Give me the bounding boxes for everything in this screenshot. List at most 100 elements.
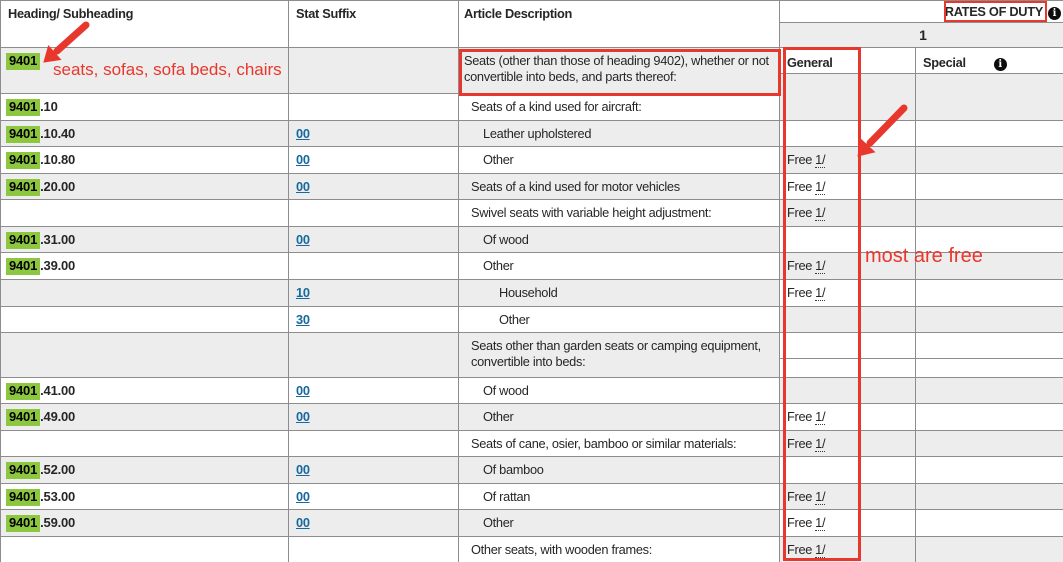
heading-cell: 9401.10.40 xyxy=(0,120,289,147)
special-rate-cell xyxy=(915,483,1063,510)
duty-rate: Free xyxy=(787,179,813,194)
heading-highlight: 9401 xyxy=(6,515,41,532)
heading-cell: 9401.10.80 xyxy=(0,146,289,174)
stat-suffix-link[interactable]: 00 xyxy=(296,179,310,194)
stat-suffix-link[interactable]: 00 xyxy=(296,462,310,477)
general-rate-cell: Free 1/ xyxy=(779,279,916,307)
table-header-row: Heading/ Subheading Stat Suffix Article … xyxy=(0,0,1063,48)
table-row: 9401.31.00 00 Of wood xyxy=(0,226,1063,253)
stat-suffix-cell: 00 xyxy=(288,483,459,510)
table-row: 9401.49.00 00 Other Free 1/ xyxy=(0,403,1063,431)
general-rate-cell xyxy=(779,456,916,484)
heading-suffix: .49.00 xyxy=(40,409,76,424)
heading-cell: 9401.31.00 xyxy=(0,226,289,253)
special-rate-cell xyxy=(915,358,1063,378)
general-rate-cell: Free 1/ xyxy=(779,199,916,227)
description-cell: Of rattan xyxy=(458,483,780,510)
description-cell: Seats of cane, osier, bamboo or similar … xyxy=(458,430,780,457)
info-icon[interactable]: i xyxy=(993,58,1007,71)
info-icon[interactable]: i xyxy=(1048,7,1061,20)
general-rate-cell: Free 1/ xyxy=(779,252,916,280)
footnote-link[interactable]: 1/ xyxy=(815,436,826,452)
stat-suffix-link[interactable]: 00 xyxy=(296,383,310,398)
special-rate-cell xyxy=(915,73,1063,121)
stat-suffix-link[interactable]: 00 xyxy=(296,515,310,530)
footnote-link[interactable]: 1/ xyxy=(815,205,826,221)
heading-suffix: .59.00 xyxy=(40,515,76,530)
general-rate-cell: Free 1/ xyxy=(779,146,916,174)
general-rate-cell xyxy=(779,306,916,333)
special-label: Special xyxy=(923,55,966,70)
stat-suffix-cell xyxy=(288,430,459,457)
general-rate-cell: Free 1/ xyxy=(779,509,916,537)
general-rate-cell xyxy=(779,226,916,253)
heading-highlight: 9401 xyxy=(6,53,41,70)
duty-rate: Free xyxy=(787,152,813,167)
heading-highlight: 9401 xyxy=(6,126,41,143)
heading-cell: 9401.49.00 xyxy=(0,403,289,431)
heading-suffix: .31.00 xyxy=(40,232,76,247)
special-rate-cell xyxy=(915,146,1063,174)
stat-suffix-link[interactable]: 00 xyxy=(296,489,310,504)
heading-cell: 9401.41.00 xyxy=(0,377,289,404)
heading-suffix: .53.00 xyxy=(40,489,76,504)
special-rate-cell xyxy=(915,456,1063,484)
stat-suffix-link[interactable]: 00 xyxy=(296,232,310,247)
heading-cell: 9401 xyxy=(0,47,289,94)
stat-suffix-link[interactable]: 10 xyxy=(296,285,310,300)
special-rate-cell xyxy=(915,377,1063,404)
description-cell: Other xyxy=(458,252,780,280)
duty-rate: Free xyxy=(787,436,813,451)
stat-suffix-link[interactable]: 00 xyxy=(296,409,310,424)
general-rate-cell xyxy=(779,332,916,359)
duty-rate: Free xyxy=(787,205,813,220)
footnote-link[interactable]: 1/ xyxy=(815,409,826,425)
footnote-link[interactable]: 1/ xyxy=(815,285,826,301)
heading-suffix: .10 xyxy=(40,99,58,114)
footnote-link[interactable]: 1/ xyxy=(815,542,826,558)
general-rate-cell: Free 1/ xyxy=(779,483,916,510)
stat-suffix-cell: 30 xyxy=(288,306,459,333)
general-rate-cell: Free 1/ xyxy=(779,536,916,562)
table-row: 9401.10.40 00 Leather upholstered xyxy=(0,120,1063,147)
special-rate-cell xyxy=(915,536,1063,562)
footnote-link[interactable]: 1/ xyxy=(815,152,826,168)
heading-cell xyxy=(0,199,289,227)
stat-suffix-link[interactable]: 30 xyxy=(296,312,310,327)
special-rate-cell xyxy=(915,306,1063,333)
article-description-column-header: Article Description xyxy=(458,0,780,48)
heading-highlight: 9401 xyxy=(6,152,41,169)
stat-suffix-link[interactable]: 00 xyxy=(296,126,310,141)
table-row xyxy=(1,73,1063,121)
heading-highlight: 9401 xyxy=(6,99,41,116)
special-rate-cell xyxy=(915,226,1063,253)
special-rate-cell xyxy=(915,120,1063,147)
heading-cell xyxy=(0,332,289,378)
stat-suffix-link[interactable]: 00 xyxy=(296,152,310,167)
heading-cell: 9401.52.00 xyxy=(0,456,289,484)
duty-rate: Free xyxy=(787,258,813,273)
table-row xyxy=(1,358,1063,378)
duty-rate: Free xyxy=(787,409,813,424)
table-row: 9401.53.00 00 Of rattan Free 1/ xyxy=(0,483,1063,510)
special-rate-cell xyxy=(915,509,1063,537)
footnote-link[interactable]: 1/ xyxy=(815,179,826,195)
stat-suffix-cell xyxy=(288,199,459,227)
stat-suffix-column-header: Stat Suffix xyxy=(288,0,459,48)
heading-highlight: 9401 xyxy=(6,489,41,506)
general-rate-cell xyxy=(779,377,916,404)
table-row: 9401.59.00 00 Other Free 1/ xyxy=(0,509,1063,537)
special-column-header: Special i xyxy=(915,47,1063,74)
footnote-link[interactable]: 1/ xyxy=(815,515,826,531)
stat-suffix-cell: 00 xyxy=(288,173,459,200)
description-cell: Seats (other than those of heading 9402)… xyxy=(458,47,780,94)
rates-of-duty-label: RATES OF DUTY xyxy=(944,4,1044,19)
footnote-link[interactable]: 1/ xyxy=(815,258,826,274)
heading-highlight: 9401 xyxy=(6,258,41,275)
description-cell: Seats of a kind used for motor vehicles xyxy=(458,173,780,200)
special-rate-cell xyxy=(915,173,1063,200)
heading-highlight: 9401 xyxy=(6,462,41,479)
footnote-link[interactable]: 1/ xyxy=(815,489,826,505)
description-cell: Other xyxy=(458,403,780,431)
